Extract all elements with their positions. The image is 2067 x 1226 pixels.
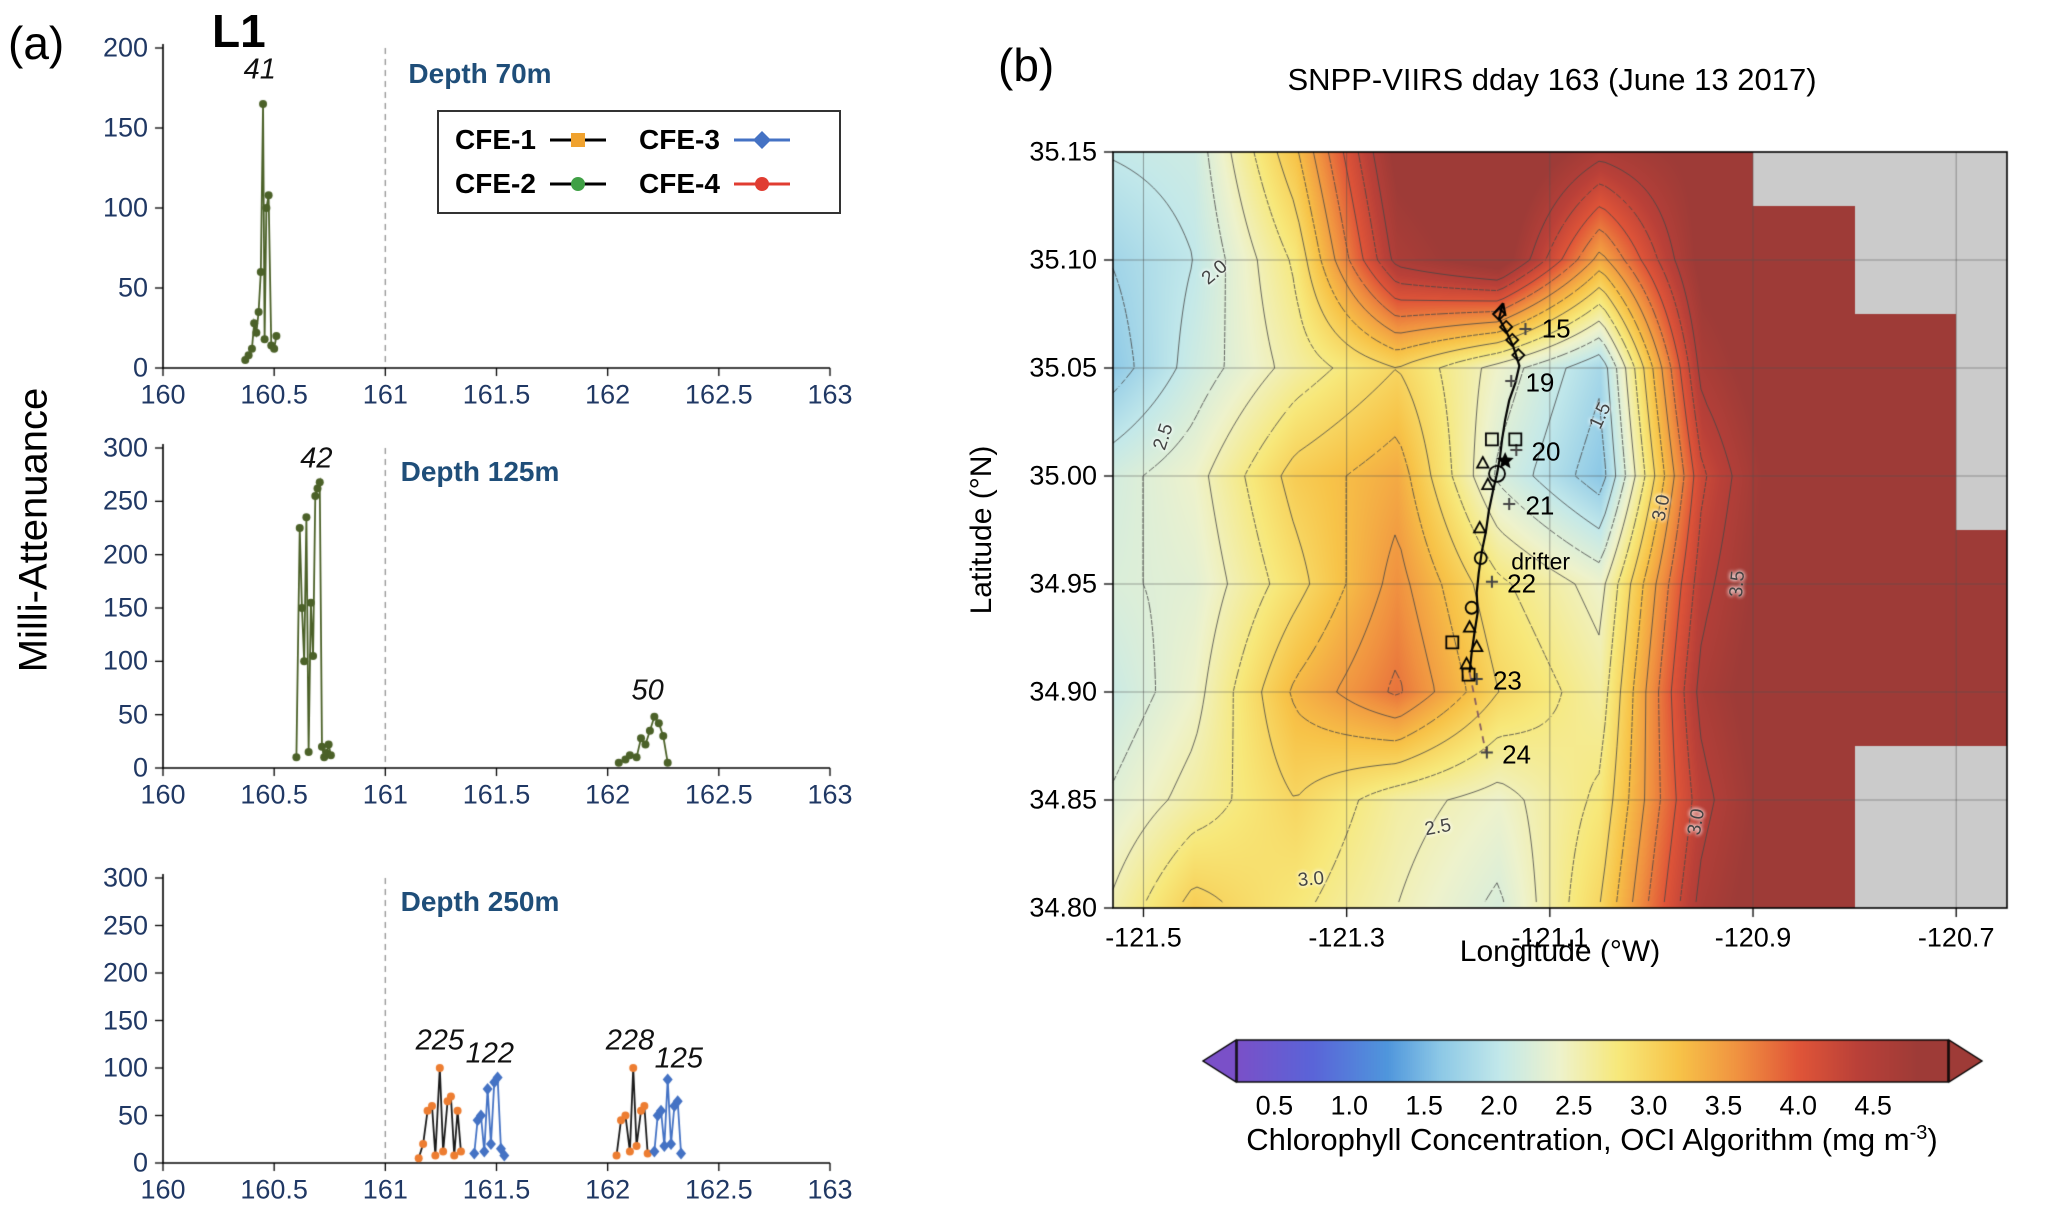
square-marker-icon <box>549 133 606 147</box>
colorbar-caption-close: ) <box>1927 1122 1938 1158</box>
diamond-marker-icon <box>733 131 790 149</box>
colorbar-caption-sup: -3 <box>1909 1121 1928 1144</box>
legend-item-cfe-3: CFE-3 <box>639 124 823 156</box>
panel-a-label: (a) <box>8 17 65 69</box>
map-y-axis-title: Latitude (°N) <box>965 445 998 615</box>
legend-item-cfe-2: CFE-2 <box>455 168 639 200</box>
panel-a-title: L1 <box>212 5 266 57</box>
subplot-title-70m: Depth 70m <box>408 58 552 89</box>
legend-item-label: CFE-1 <box>455 124 536 155</box>
subplot-title-125m: Depth 125m <box>400 456 560 487</box>
colorbar-caption-text: Chlorophyll Concentration, OCI Algorithm… <box>1246 1122 1910 1158</box>
legend-item-cfe-1: CFE-1 <box>455 124 639 156</box>
map-title: SNPP-VIIRS dday 163 (June 13 2017) <box>1287 62 1817 97</box>
legend: CFE-1 CFE-3 CFE-2 CFE-4 <box>437 110 841 214</box>
panel-b-label: (b) <box>998 39 1055 91</box>
legend-item-label: CFE-2 <box>455 168 536 199</box>
legend-item-label: CFE-4 <box>639 168 720 199</box>
legend-item-cfe-4: CFE-4 <box>639 168 823 200</box>
colorbar-caption: Chlorophyll Concentration, OCI Algorithm… <box>1246 1122 1937 1158</box>
subplot-title-250m: Depth 250m <box>400 886 560 917</box>
circle-marker-icon <box>549 177 606 191</box>
circle-marker-icon <box>733 177 790 191</box>
legend-item-label: CFE-3 <box>639 124 720 155</box>
panel-a-y-axis-title: Milli-Attenuance <box>11 387 56 673</box>
map-x-axis-title: Longitude (°W) <box>1459 935 1661 968</box>
